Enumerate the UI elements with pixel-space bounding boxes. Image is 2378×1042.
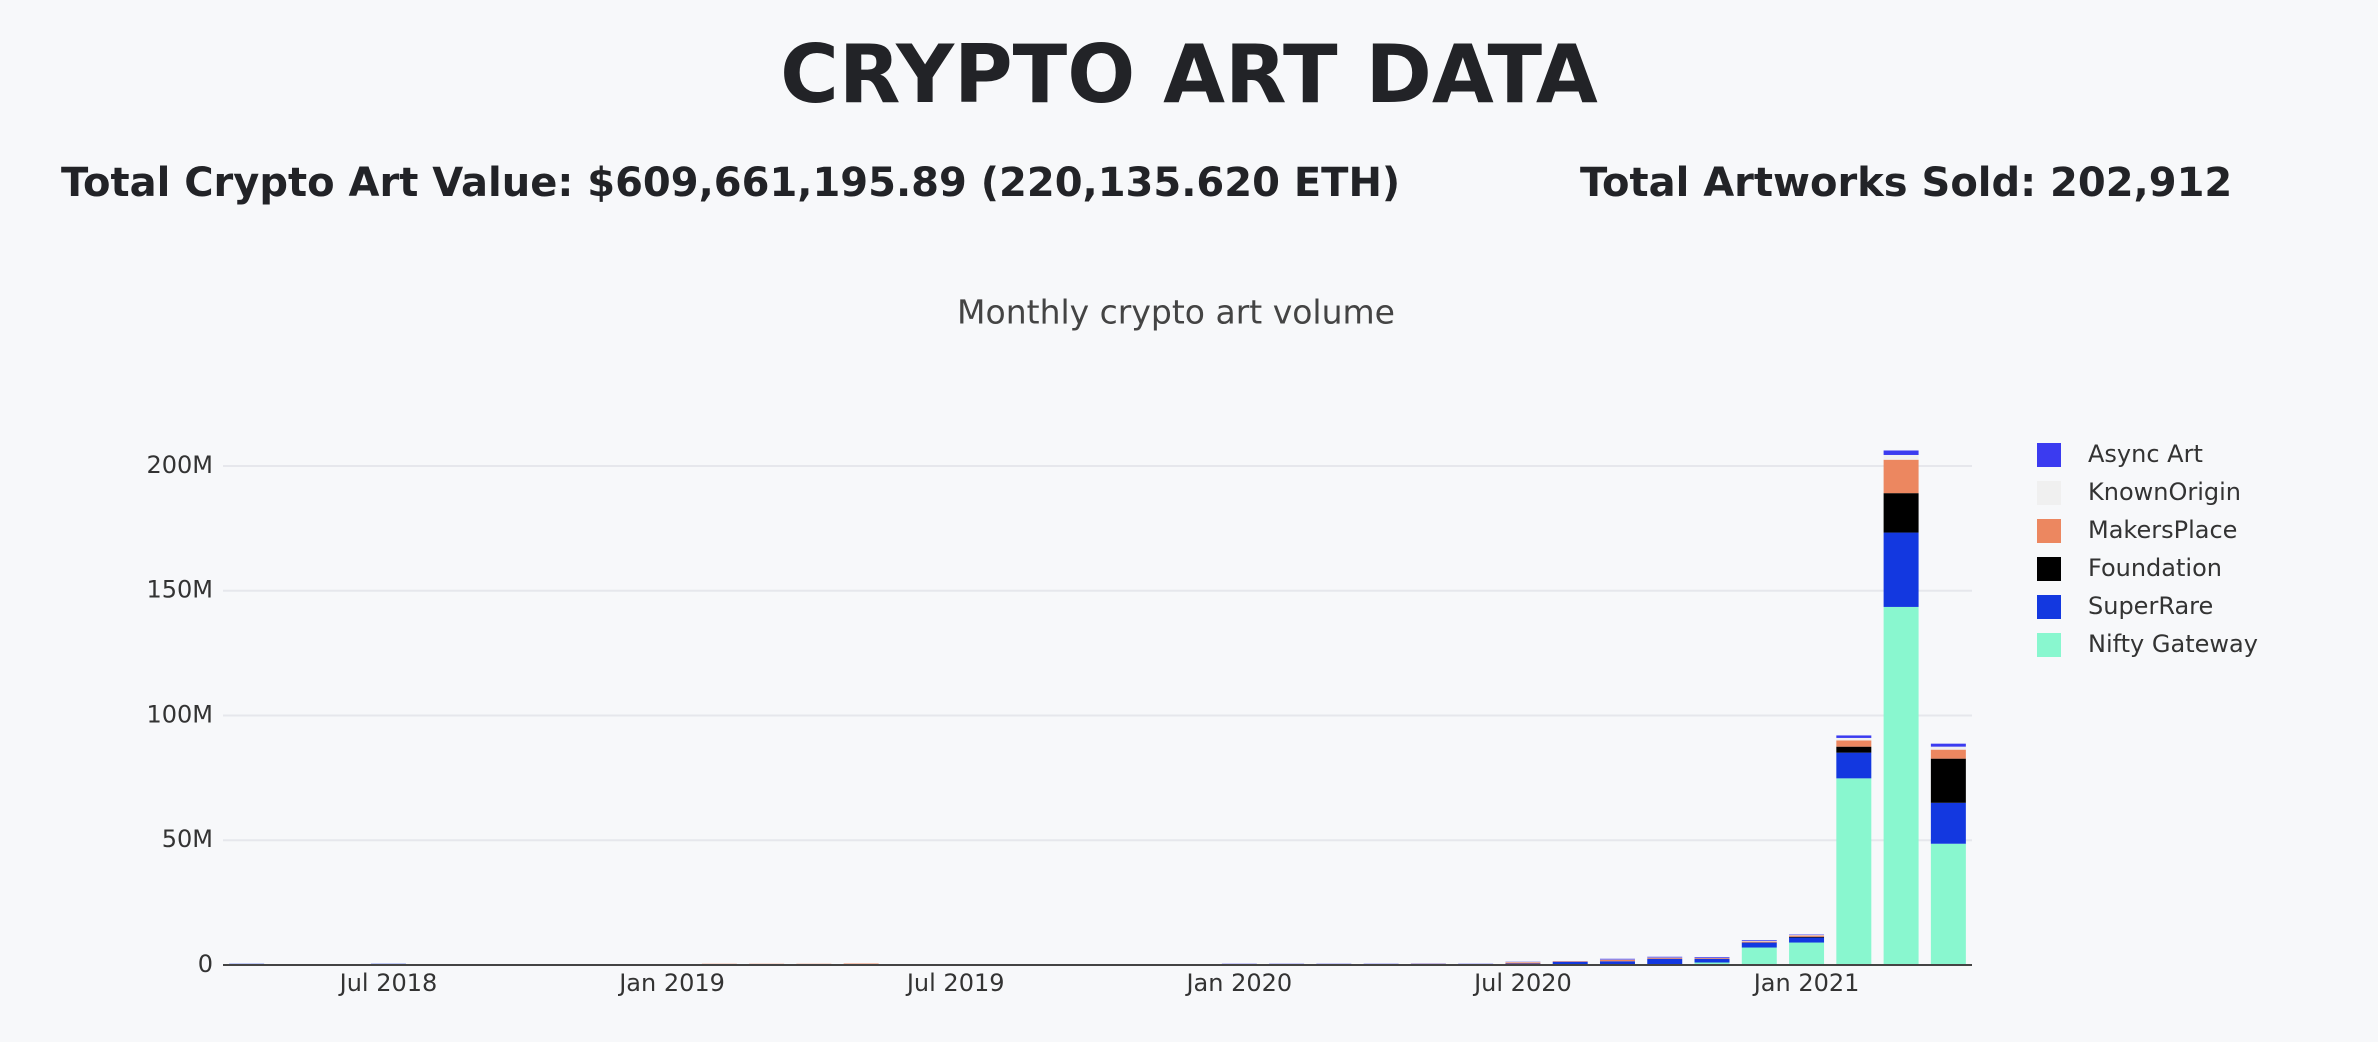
legend-marker bbox=[2037, 595, 2061, 619]
bar-segment bbox=[1930, 843, 1966, 965]
bar-segment bbox=[1836, 746, 1872, 753]
chart-title: Monthly crypto art volume bbox=[957, 293, 1395, 332]
bar-segment bbox=[1599, 959, 1635, 962]
bar-segment bbox=[1789, 936, 1825, 938]
legend-label: Async Art bbox=[2088, 440, 2203, 468]
bar-segment bbox=[1505, 962, 1541, 964]
legend-label: Foundation bbox=[2088, 554, 2222, 582]
bar-segment bbox=[1647, 956, 1683, 958]
y-tick-label: 150M bbox=[146, 576, 213, 604]
legend-label: MakersPlace bbox=[2088, 516, 2237, 544]
bar-segment bbox=[1930, 758, 1966, 803]
x-tick-label: Jan 2019 bbox=[617, 969, 725, 997]
bar-segment bbox=[1883, 459, 1919, 494]
bar-segment bbox=[1883, 606, 1919, 965]
total-value: Total Crypto Art Value: $609,661,195.89 … bbox=[61, 160, 1401, 206]
bar-segment bbox=[1836, 752, 1872, 779]
bar-segment bbox=[1741, 947, 1777, 965]
bar-segment bbox=[1694, 958, 1730, 963]
bar-segment bbox=[1883, 454, 1919, 460]
legend-marker bbox=[2037, 557, 2061, 581]
bar-segment bbox=[1883, 532, 1919, 607]
bar-segment bbox=[1599, 961, 1635, 965]
page-title: CRYPTO ART DATA bbox=[780, 28, 1598, 121]
bar-segment bbox=[1883, 450, 1919, 455]
bar-segment bbox=[1883, 493, 1919, 533]
bar-segment bbox=[843, 963, 879, 965]
bar-segment bbox=[1836, 737, 1872, 741]
bar-segment bbox=[1741, 942, 1777, 948]
legend-marker bbox=[2037, 481, 2061, 505]
legend-label: SuperRare bbox=[2088, 592, 2213, 620]
bar-segment bbox=[1741, 940, 1777, 942]
bar-segment bbox=[1647, 958, 1683, 965]
total-sold: Total Artworks Sold: 202,912 bbox=[1580, 160, 2233, 206]
bar-segment bbox=[1789, 935, 1825, 937]
y-tick-label: 0 bbox=[198, 950, 213, 978]
bar-segment bbox=[1599, 958, 1635, 960]
x-tick-label: Jul 2018 bbox=[338, 969, 438, 997]
x-tick-label: Jul 2019 bbox=[905, 969, 1005, 997]
legend-label: KnownOrigin bbox=[2088, 478, 2241, 506]
y-tick-label: 50M bbox=[162, 825, 213, 853]
legend-label: Nifty Gateway bbox=[2088, 630, 2258, 658]
bar-segment bbox=[1836, 778, 1872, 965]
bar-segment bbox=[1694, 957, 1730, 958]
bar-segment bbox=[1789, 942, 1825, 965]
bar-segment bbox=[1694, 962, 1730, 965]
bar-segment bbox=[1930, 743, 1966, 747]
y-tick-label: 100M bbox=[146, 700, 213, 728]
bar-segment bbox=[1930, 746, 1966, 750]
bar-segment bbox=[1741, 941, 1777, 943]
legend-marker bbox=[2037, 443, 2061, 467]
bar-segment bbox=[1552, 962, 1588, 965]
x-tick-label: Jul 2020 bbox=[1472, 969, 1572, 997]
bar-segment bbox=[1930, 749, 1966, 759]
legend-marker bbox=[2037, 519, 2061, 543]
x-tick-label: Jan 2021 bbox=[1752, 969, 1860, 997]
legend-marker bbox=[2037, 633, 2061, 657]
bar-segment bbox=[1789, 937, 1825, 943]
bar-segment bbox=[1930, 802, 1966, 844]
bar-segment bbox=[1836, 735, 1872, 738]
bar-segment bbox=[1836, 740, 1872, 747]
bar-segment bbox=[1694, 958, 1730, 959]
y-tick-label: 200M bbox=[146, 451, 213, 479]
bar-segment bbox=[1741, 940, 1777, 941]
x-tick-label: Jan 2020 bbox=[1184, 969, 1292, 997]
bar-segment bbox=[1647, 957, 1683, 959]
